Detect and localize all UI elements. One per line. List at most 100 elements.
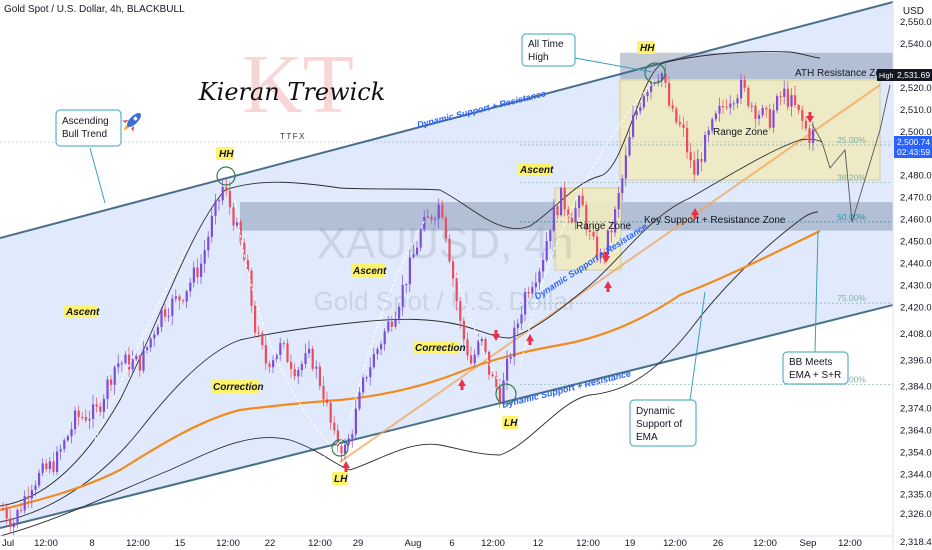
candle-body bbox=[182, 300, 185, 302]
candle-body bbox=[336, 430, 339, 447]
candle-body bbox=[484, 338, 487, 352]
candle-body bbox=[664, 73, 667, 83]
candle-body bbox=[632, 115, 635, 137]
x-tick-label: 19 bbox=[625, 538, 636, 549]
candle-body bbox=[66, 436, 69, 441]
x-tick-label: 26 bbox=[713, 538, 724, 549]
candle-body bbox=[329, 402, 332, 423]
candle-body bbox=[491, 374, 494, 377]
candle-body bbox=[527, 292, 530, 294]
candle-body bbox=[477, 341, 480, 355]
y-tick-label: 2,500.000 bbox=[900, 127, 932, 138]
candle-body bbox=[675, 108, 678, 123]
y-tick-label: 2,550.000 bbox=[900, 17, 932, 28]
candle-body bbox=[524, 292, 527, 315]
candle-body bbox=[214, 200, 217, 216]
lh-label-1: LH bbox=[334, 474, 348, 485]
candle-body bbox=[534, 282, 537, 288]
candle-body bbox=[99, 406, 102, 412]
candle-body bbox=[351, 434, 354, 439]
candle-body bbox=[268, 363, 271, 368]
candle-body bbox=[506, 358, 509, 381]
candle-body bbox=[783, 88, 786, 97]
x-tick-label: Aug bbox=[405, 538, 422, 549]
price-axis: 2,326.000 2,335.000 2,344.000 2,354.000 2,36… bbox=[877, 0, 932, 550]
candle-body bbox=[149, 338, 152, 348]
callout-bb-meets: BB Meets EMA + S+R bbox=[782, 231, 849, 385]
candle-body bbox=[668, 82, 671, 106]
candle-body bbox=[286, 343, 289, 362]
candle-body bbox=[282, 343, 285, 345]
candle-body bbox=[707, 130, 710, 136]
candle-body bbox=[225, 186, 228, 191]
candle-body bbox=[293, 369, 296, 377]
lh-circle-2 bbox=[495, 383, 517, 405]
candle-body bbox=[603, 252, 606, 255]
brand-logo: KT Kieran Trewick TTFX bbox=[198, 38, 386, 141]
candle-body bbox=[408, 257, 411, 285]
y-tick-label: 2,374.000 bbox=[900, 404, 932, 415]
x-tick-label: 12:00 bbox=[838, 538, 862, 549]
y-tick-label: 2,460.000 bbox=[900, 215, 932, 226]
candle-body bbox=[804, 120, 807, 129]
candle-body bbox=[210, 215, 213, 237]
callout-3-line3: EMA bbox=[636, 432, 658, 443]
candle-body bbox=[538, 271, 541, 283]
candle-body bbox=[509, 356, 512, 359]
candle-body bbox=[20, 510, 23, 512]
candle-body bbox=[606, 230, 609, 255]
candle-body bbox=[326, 399, 329, 403]
hh-label-2: HH bbox=[640, 43, 655, 54]
x-tick-label: Sep bbox=[800, 538, 817, 549]
candle-body bbox=[729, 103, 732, 108]
candle-body bbox=[239, 221, 242, 243]
candle-body bbox=[398, 306, 401, 319]
candle-body bbox=[9, 518, 12, 528]
candle-body bbox=[81, 416, 84, 418]
callout-3-line1: Dynamic bbox=[636, 406, 675, 417]
candle-body bbox=[12, 522, 15, 528]
candle-body bbox=[416, 247, 419, 255]
candle-body bbox=[794, 95, 797, 105]
callout-2-line2: High bbox=[528, 52, 549, 63]
x-tick-label: 12:00 bbox=[481, 538, 505, 549]
candle-body bbox=[124, 354, 127, 364]
callout-3-line2: Support of bbox=[636, 419, 682, 430]
candle-body bbox=[333, 422, 336, 431]
y-tick-label: 2,408.000 bbox=[900, 329, 932, 340]
candle-body bbox=[315, 366, 318, 369]
x-tick-label: 12:00 bbox=[576, 538, 600, 549]
candle-body bbox=[218, 200, 221, 202]
candle-body bbox=[488, 351, 491, 375]
candle-body bbox=[570, 217, 573, 223]
x-tick-label: 12 bbox=[533, 538, 544, 549]
candle-body bbox=[153, 334, 156, 339]
candle-body bbox=[394, 318, 397, 327]
candle-body bbox=[128, 354, 131, 370]
candle-body bbox=[617, 192, 620, 210]
candle-body bbox=[671, 105, 674, 109]
candle-body bbox=[660, 73, 663, 81]
swing-arrows bbox=[94, 79, 656, 531]
y-tick-label: 2,470.000 bbox=[900, 193, 932, 204]
candle-body bbox=[308, 348, 311, 354]
candle-body bbox=[552, 206, 555, 231]
candle-body bbox=[639, 107, 642, 112]
candle-body bbox=[437, 204, 440, 219]
candle-body bbox=[160, 309, 163, 328]
candle-body bbox=[110, 379, 113, 385]
candle-body bbox=[812, 129, 815, 144]
candle-body bbox=[732, 103, 735, 105]
candle-body bbox=[434, 218, 437, 220]
candle-body bbox=[689, 152, 692, 161]
lh-circle-1 bbox=[331, 439, 349, 457]
candle-body bbox=[470, 355, 473, 364]
candle-body bbox=[761, 108, 764, 116]
y-tick-label: 2,335.000 bbox=[900, 489, 932, 500]
fib-label-0: 25.00% bbox=[837, 135, 866, 145]
candle-body bbox=[279, 343, 282, 355]
channel-upper-line bbox=[0, 1, 893, 239]
candle-body bbox=[556, 206, 559, 216]
candle-body bbox=[743, 79, 746, 88]
